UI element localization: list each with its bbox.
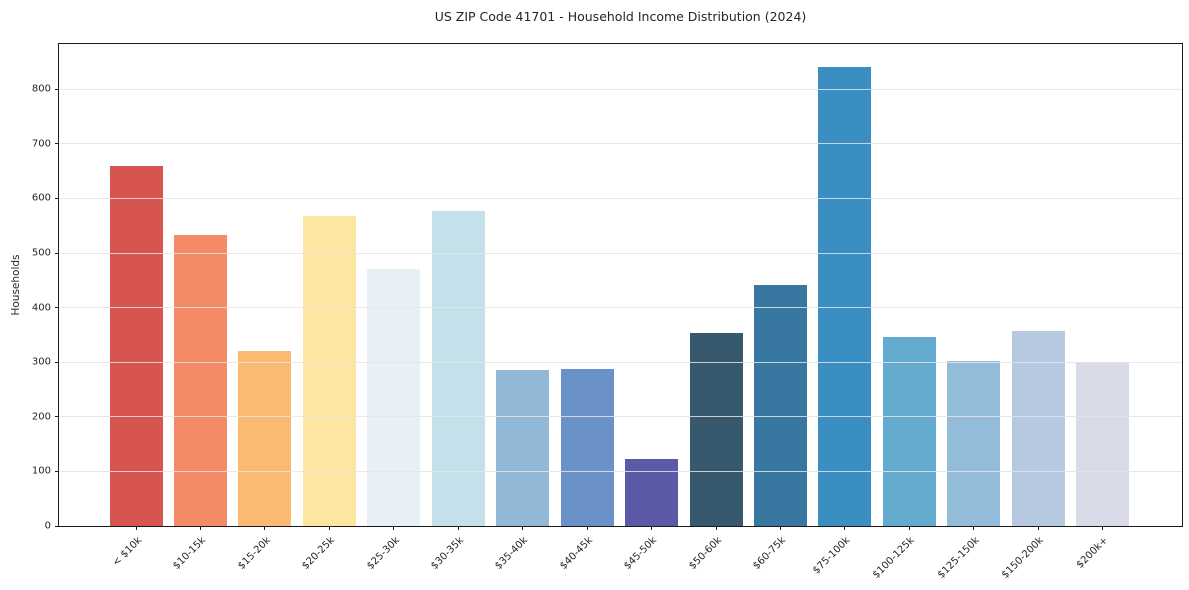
gridline-300 xyxy=(59,361,1182,363)
bar-2 xyxy=(173,234,227,526)
bar-9 xyxy=(625,459,679,526)
x-tick-label-3: $15-20k xyxy=(235,535,273,572)
y-tick-label: 400 xyxy=(31,302,51,314)
y-tick-label: 800 xyxy=(31,83,51,95)
bar-13 xyxy=(882,336,936,526)
x-tick-label-5: $25-30k xyxy=(364,535,402,572)
bar-12 xyxy=(818,66,872,526)
bar-14 xyxy=(947,360,1001,526)
x-tick-label-10: $50-60k xyxy=(686,535,724,572)
y-tick-label: 0 xyxy=(44,520,51,532)
y-tick-mark xyxy=(55,416,59,418)
bar-16 xyxy=(1076,361,1130,526)
x-tick-label-4: $20-25k xyxy=(300,535,338,572)
x-tick-mark xyxy=(199,526,201,530)
gridline-100 xyxy=(59,470,1182,472)
gridline-600 xyxy=(59,197,1182,199)
y-tick-mark xyxy=(55,88,59,90)
x-tick-label-2: $10-15k xyxy=(171,535,209,572)
x-tick-mark xyxy=(1037,526,1039,530)
y-tick-mark xyxy=(55,470,59,472)
x-tick-label-15: $150-200k xyxy=(1000,535,1047,581)
x-tick-label-16: $200k+ xyxy=(1074,535,1111,571)
bar-5 xyxy=(367,269,421,526)
gridline-200 xyxy=(59,416,1182,418)
y-tick-mark xyxy=(55,307,59,309)
x-tick-mark xyxy=(1102,526,1104,530)
x-tick-label-8: $40-45k xyxy=(558,535,595,572)
y-tick-mark xyxy=(55,252,59,254)
gridline-800 xyxy=(59,88,1182,90)
y-tick-mark xyxy=(55,143,59,145)
y-tick-label: 100 xyxy=(31,465,51,477)
bar-15 xyxy=(1011,330,1065,526)
x-tick-mark xyxy=(522,526,524,530)
x-tick-mark xyxy=(651,526,653,530)
x-tick-label-6: $30-35k xyxy=(429,535,467,572)
gridline-400 xyxy=(59,307,1182,309)
y-axis-label: Households xyxy=(10,254,22,316)
x-tick-label-13: $100-125k xyxy=(871,535,918,581)
x-tick-mark xyxy=(844,526,846,530)
x-tick-label-14: $125-150k xyxy=(935,535,982,581)
bar-4 xyxy=(302,215,356,526)
x-tick-label-12: $75-100k xyxy=(811,535,853,577)
x-tick-mark xyxy=(264,526,266,530)
bar-8 xyxy=(560,369,614,526)
y-tick-mark xyxy=(55,361,59,363)
y-tick-label: 300 xyxy=(31,356,51,368)
y-tick-label: 200 xyxy=(31,411,51,423)
plot-area: 0 100 200 300 400 500 600 700 800 < $10k $10-15k $1… xyxy=(32,43,1183,581)
bar-11 xyxy=(754,284,807,526)
x-tick-mark xyxy=(135,526,137,530)
y-tick-label: 600 xyxy=(31,192,51,204)
bar-3 xyxy=(238,351,292,526)
chart-title: US ZIP Code 41701 - Household Income Dis… xyxy=(434,9,807,24)
x-tick-mark xyxy=(586,526,588,530)
x-tick-label-7: $35-40k xyxy=(493,535,531,572)
bar-1 xyxy=(109,165,163,526)
gridline-700 xyxy=(59,143,1182,145)
bar-7 xyxy=(496,370,550,526)
x-tick-label-11: $60-75k xyxy=(751,535,789,572)
y-tick-label: 500 xyxy=(31,247,51,259)
bar-10 xyxy=(689,332,743,526)
x-tick-mark xyxy=(393,526,395,530)
x-tick-label-9: $45-50k xyxy=(622,535,660,572)
bar-6 xyxy=(431,210,485,526)
x-tick-label-1: < $10k xyxy=(110,535,144,569)
y-tick-label: 700 xyxy=(31,138,51,150)
x-tick-mark xyxy=(908,526,910,530)
x-tick-mark xyxy=(715,526,717,530)
x-tick-mark xyxy=(457,526,459,530)
y-tick-mark xyxy=(55,525,59,527)
y-tick-mark xyxy=(55,197,59,199)
x-tick-mark xyxy=(973,526,975,530)
x-tick-mark xyxy=(328,526,330,530)
gridline-500 xyxy=(59,252,1182,254)
x-tick-mark xyxy=(780,526,781,530)
